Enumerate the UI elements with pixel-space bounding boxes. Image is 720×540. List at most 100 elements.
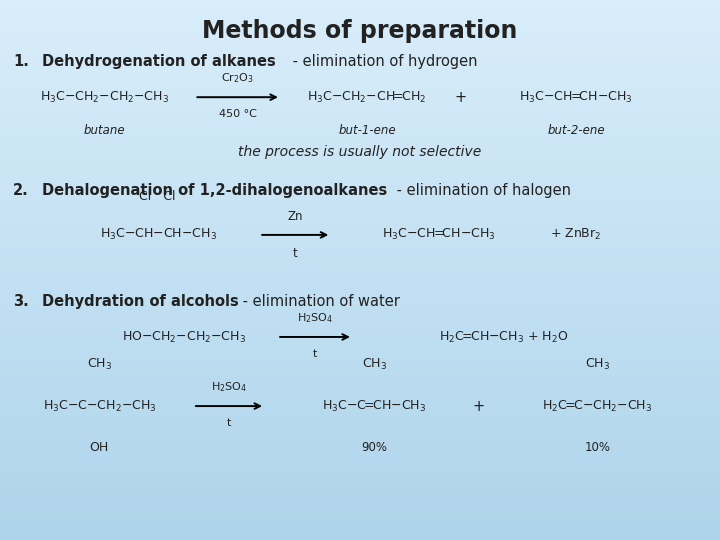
Bar <box>0 437 720 440</box>
Bar <box>0 284 720 286</box>
Text: H$_2$C$\!\!=\!\!$C$-$CH$_2$$-$CH$_3$: H$_2$C$\!\!=\!\!$C$-$CH$_2$$-$CH$_3$ <box>542 399 653 414</box>
Text: t: t <box>293 247 297 260</box>
Bar <box>0 338 720 340</box>
Bar <box>0 97 720 100</box>
Bar <box>0 446 720 448</box>
Bar <box>0 418 720 421</box>
Bar <box>0 513 720 516</box>
Bar <box>0 327 720 329</box>
Bar <box>0 427 720 429</box>
Bar <box>0 243 720 246</box>
Text: H$_3$C$-$CH$\!\!=\!\!$CH$-$CH$_3$: H$_3$C$-$CH$\!\!=\!\!$CH$-$CH$_3$ <box>519 90 633 105</box>
Bar <box>0 3 720 5</box>
Bar <box>0 289 720 292</box>
Bar <box>0 148 720 151</box>
Text: H$_2$SO$_4$: H$_2$SO$_4$ <box>297 311 333 325</box>
Bar <box>0 224 720 227</box>
Bar <box>0 416 720 418</box>
Bar <box>0 200 720 202</box>
Bar <box>0 394 720 397</box>
Text: Dehydration of alcohols: Dehydration of alcohols <box>42 294 238 309</box>
Bar <box>0 30 720 32</box>
Bar <box>0 529 720 532</box>
Text: but-2-ene: but-2-ene <box>547 124 605 137</box>
Bar <box>0 308 720 310</box>
Bar <box>0 84 720 86</box>
Bar <box>0 310 720 313</box>
Text: CH$_3$: CH$_3$ <box>585 356 610 372</box>
Bar <box>0 475 720 478</box>
Bar <box>0 364 720 367</box>
Bar <box>0 518 720 521</box>
Bar <box>0 375 720 378</box>
Bar <box>0 410 720 413</box>
Bar <box>0 178 720 181</box>
Bar <box>0 211 720 213</box>
Bar <box>0 386 720 389</box>
Bar <box>0 354 720 356</box>
Text: Dehalogenation of 1,2-dihalogenoalkanes: Dehalogenation of 1,2-dihalogenoalkanes <box>42 183 387 198</box>
Bar <box>0 421 720 424</box>
Bar <box>0 186 720 189</box>
Text: t: t <box>227 418 231 428</box>
Bar <box>0 340 720 343</box>
Bar <box>0 5 720 8</box>
Bar <box>0 435 720 437</box>
Bar <box>0 49 720 51</box>
Bar <box>0 94 720 97</box>
Bar <box>0 111 720 113</box>
Bar <box>0 54 720 57</box>
Text: 90%: 90% <box>361 441 387 454</box>
Bar <box>0 297 720 300</box>
Bar <box>0 22 720 24</box>
Bar <box>0 448 720 451</box>
Bar <box>0 221 720 224</box>
Bar <box>0 462 720 464</box>
Text: H$_3$C$-$C$-$CH$_2$$-$CH$_3$: H$_3$C$-$C$-$CH$_2$$-$CH$_3$ <box>42 399 156 414</box>
Bar <box>0 329 720 332</box>
Bar <box>0 262 720 265</box>
Bar <box>0 16 720 19</box>
Text: Cl   Cl: Cl Cl <box>139 190 175 202</box>
Bar <box>0 81 720 84</box>
Bar <box>0 127 720 130</box>
Bar <box>0 502 720 505</box>
Bar <box>0 119 720 122</box>
Bar <box>0 138 720 140</box>
Bar <box>0 124 720 127</box>
Bar <box>0 270 720 273</box>
Bar <box>0 381 720 383</box>
Bar <box>0 159 720 162</box>
Bar <box>0 443 720 445</box>
Text: H$_3$C$-$CH$\!\!=\!\!$CH$-$CH$_3$: H$_3$C$-$CH$\!\!=\!\!$CH$-$CH$_3$ <box>382 227 496 242</box>
Bar <box>0 14 720 16</box>
Bar <box>0 286 720 289</box>
Text: H$_2$C$\!\!=\!\!$CH$-$CH$_3$ + H$_2$O: H$_2$C$\!\!=\!\!$CH$-$CH$_3$ + H$_2$O <box>439 329 569 345</box>
Bar <box>0 170 720 173</box>
Text: 10%: 10% <box>585 441 611 454</box>
Bar <box>0 497 720 500</box>
Bar <box>0 78 720 81</box>
Bar <box>0 535 720 537</box>
Bar <box>0 230 720 232</box>
Bar <box>0 532 720 535</box>
Bar <box>0 324 720 327</box>
Bar <box>0 38 720 40</box>
Bar <box>0 470 720 472</box>
Bar <box>0 481 720 483</box>
Bar <box>0 73 720 76</box>
Bar <box>0 35 720 38</box>
Text: butane: butane <box>84 124 125 137</box>
Bar <box>0 456 720 459</box>
Bar <box>0 302 720 305</box>
Bar <box>0 508 720 510</box>
Bar <box>0 510 720 513</box>
Bar <box>0 265 720 267</box>
Bar <box>0 440 720 443</box>
Bar <box>0 8 720 11</box>
Bar <box>0 367 720 370</box>
Bar <box>0 108 720 111</box>
Bar <box>0 11 720 14</box>
Text: the process is usually not selective: the process is usually not selective <box>238 145 482 159</box>
Bar <box>0 216 720 219</box>
